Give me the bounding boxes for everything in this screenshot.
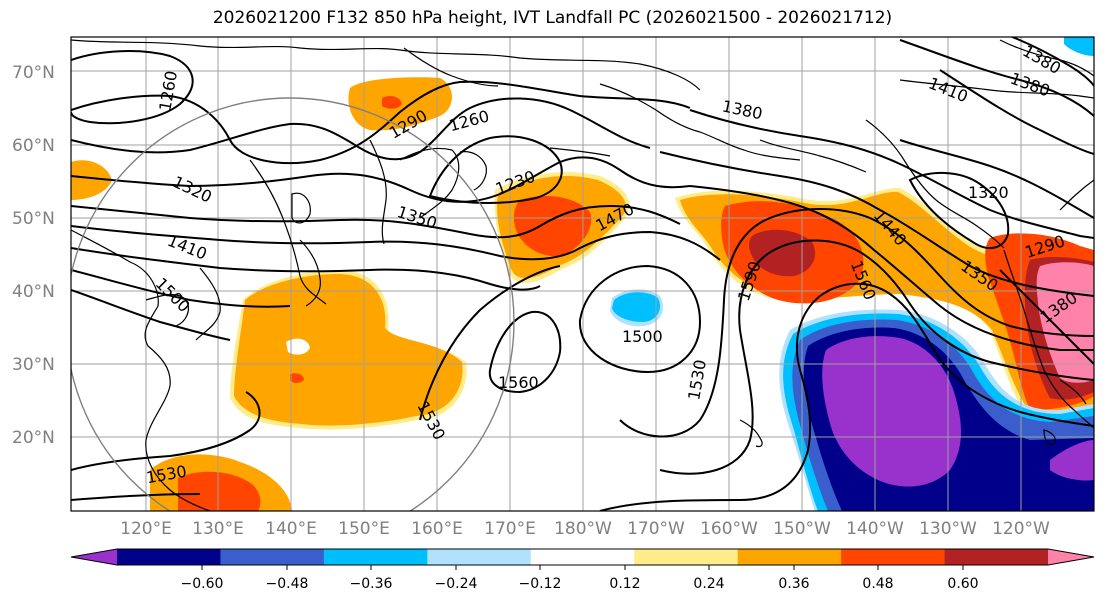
shade-red-small [382, 96, 402, 109]
contour-label: 1500 [622, 327, 663, 346]
cbar-tick-label: 0.12 [609, 576, 640, 592]
map-frame [70, 36, 1095, 512]
colorbar-cell [841, 549, 946, 565]
graticule [71, 37, 1094, 511]
cbar-tick-label: 0.36 [778, 576, 809, 592]
shade-skyblue-mid [612, 292, 661, 322]
cbar-tick-label: −0.36 [350, 576, 393, 592]
contour-label: 1560 [498, 373, 539, 392]
lon-label: 170°W [627, 519, 685, 539]
colorbar-cell [530, 549, 635, 565]
colorbar-outline [70, 548, 1095, 566]
shade-hole-2 [290, 373, 304, 383]
lat-label: 40°N [12, 282, 55, 302]
lon-label: 170°E [484, 519, 536, 539]
lon-label: 150°W [773, 519, 831, 539]
lon-label: 160°E [411, 519, 463, 539]
cbar-tick-label: −0.60 [181, 576, 224, 592]
colorbar-extend-max [1048, 549, 1094, 565]
height-contours [71, 37, 1094, 511]
colorbar-cell [634, 549, 739, 565]
cbar-tick-label: 0.60 [947, 576, 978, 592]
map-title: 2026021200 F132 850 hPa height, IVT Land… [212, 8, 893, 28]
colorbar-cell [944, 549, 1049, 565]
lon-label: 140°E [265, 519, 317, 539]
lon-label: 130°W [919, 519, 977, 539]
lon-label: 180°W [554, 519, 612, 539]
colorbar-extend-min [71, 549, 117, 565]
shade-hole-1 [286, 338, 310, 355]
ivt-shading [71, 37, 1094, 511]
colorbar-cell [323, 549, 428, 565]
contour-label: 1320 [968, 183, 1009, 202]
lon-label: 130°E [192, 519, 244, 539]
shade-orange-w [71, 160, 112, 200]
colorbar-ticks: −0.60 −0.48 −0.36 −0.24 −0.12 0.12 0.24 … [181, 565, 979, 592]
cbar-tick-label: −0.12 [519, 576, 562, 592]
cbar-tick-label: 0.48 [862, 576, 893, 592]
colorbar-cell [427, 549, 532, 565]
shade-pink-coast [1036, 262, 1094, 383]
colorbar-cell [737, 549, 842, 565]
cbar-tick-label: −0.24 [435, 576, 478, 592]
shade-red-sw [178, 471, 261, 511]
lat-label: 70°N [12, 63, 55, 83]
lat-label: 20°N [12, 428, 55, 448]
lon-label: 160°W [700, 519, 758, 539]
colorbar-cell [220, 549, 325, 565]
lon-label: 120°W [992, 519, 1050, 539]
shade-skyblue-ne [1064, 37, 1094, 56]
cbar-tick-label: 0.24 [693, 576, 724, 592]
latitude-labels: 70°N 60°N 50°N 40°N 30°N 20°N [12, 63, 55, 448]
longitude-labels: 120°E 130°E 140°E 150°E 160°E 170°E 180°… [120, 519, 1050, 539]
colorbar-cells [71, 549, 1094, 565]
shade-purple-se [1050, 440, 1094, 481]
lon-label: 120°E [120, 519, 172, 539]
cbar-tick-label: −0.48 [266, 576, 309, 592]
colorbar: −0.60 −0.48 −0.36 −0.24 −0.12 0.12 0.24 … [70, 548, 1095, 592]
colorbar-cell [117, 549, 221, 565]
radius-circle [71, 97, 515, 511]
lat-label: 30°N [12, 355, 55, 375]
lat-label: 60°N [12, 136, 55, 156]
lon-label: 150°E [338, 519, 390, 539]
lon-label: 140°W [846, 519, 904, 539]
shade-purple-sub [822, 336, 961, 487]
lat-label: 50°N [12, 209, 55, 229]
